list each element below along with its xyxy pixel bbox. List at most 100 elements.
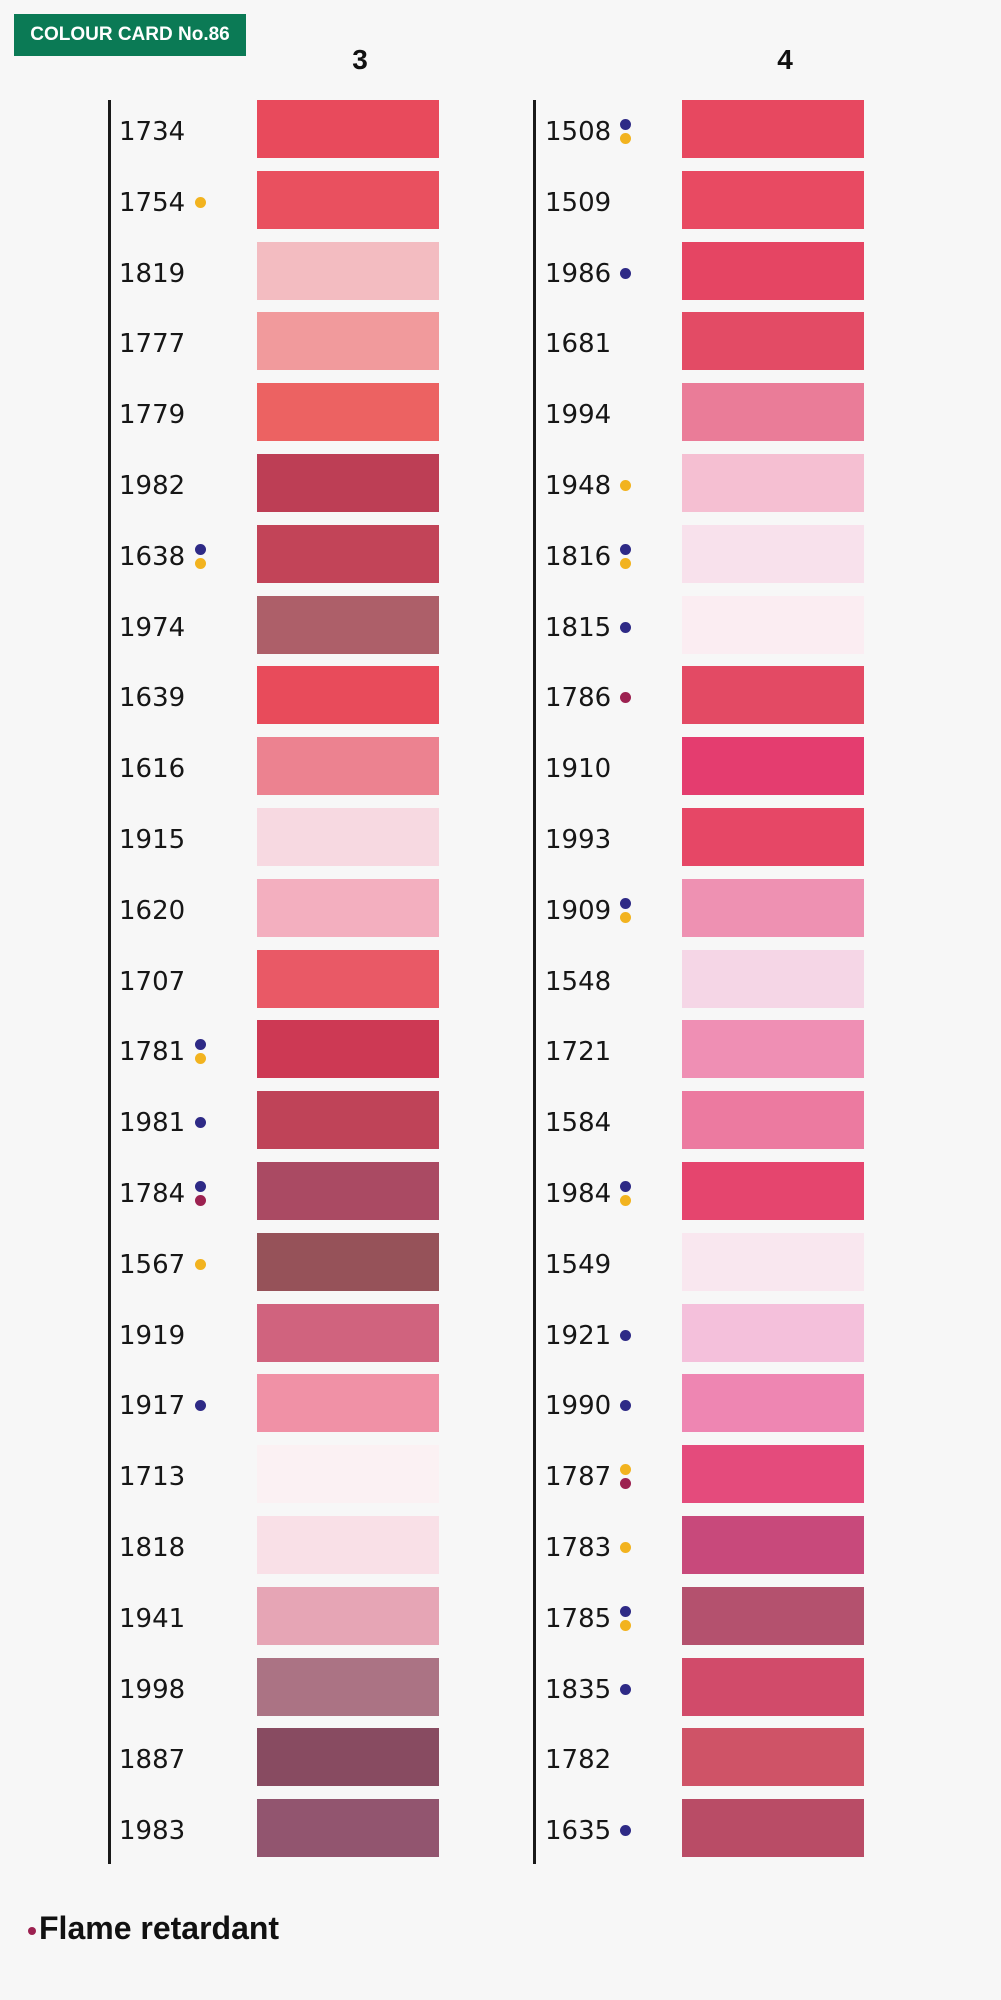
colour-swatch xyxy=(682,1232,864,1291)
colour-code: 1785 xyxy=(545,1603,612,1634)
blue-marker-icon xyxy=(195,543,206,555)
colour-code: 1734 xyxy=(119,117,186,147)
blue-marker-icon xyxy=(195,1181,206,1192)
column-3-heading: 3 xyxy=(352,44,368,75)
colour-swatch xyxy=(257,1516,439,1574)
colour-code: 1721 xyxy=(545,1037,612,1068)
colour-code: 1994 xyxy=(545,400,612,431)
column-3-rule xyxy=(108,100,111,1864)
colour-swatch xyxy=(257,1232,439,1291)
colour-swatch xyxy=(682,1586,864,1645)
red-marker-icon xyxy=(620,1478,631,1490)
colour-swatch xyxy=(682,170,864,229)
blue-marker-icon xyxy=(620,1605,631,1617)
colour-code: 1815 xyxy=(545,612,612,643)
colour-code: 1635 xyxy=(545,1816,612,1847)
colour-code: 1835 xyxy=(545,1674,612,1705)
yellow-marker-icon xyxy=(620,557,631,569)
colour-code: 1986 xyxy=(545,258,612,289)
colour-swatch xyxy=(257,1020,439,1079)
colour-swatch xyxy=(257,1657,439,1716)
colour-code: 1984 xyxy=(545,1179,612,1209)
colour-swatch xyxy=(682,878,864,937)
colour-code: 1915 xyxy=(119,825,186,855)
colour-swatch xyxy=(682,1445,864,1504)
colour-swatch xyxy=(682,1091,864,1150)
colour-code: 1784 xyxy=(119,1179,186,1209)
blue-marker-icon xyxy=(620,119,631,130)
red-marker-icon xyxy=(195,1195,206,1206)
colour-code: 1779 xyxy=(119,400,186,431)
colour-swatch xyxy=(257,1586,439,1645)
colour-code: 1917 xyxy=(119,1391,186,1422)
colour-card-badge: COLOUR CARD No.86 xyxy=(14,14,246,56)
legend-label: Flame retardant xyxy=(39,1910,280,1946)
blue-marker-icon xyxy=(195,1400,206,1412)
colour-code: 1782 xyxy=(545,1745,612,1776)
blue-marker-icon xyxy=(620,1400,631,1412)
colour-code: 1993 xyxy=(545,825,612,855)
column-4-heading: 4 xyxy=(777,44,793,75)
yellow-marker-icon xyxy=(620,1619,631,1631)
colour-swatch xyxy=(257,1374,439,1433)
colour-swatch xyxy=(257,312,439,371)
colour-code: 1638 xyxy=(119,541,186,572)
colour-swatch xyxy=(682,1516,864,1574)
blue-marker-icon xyxy=(620,897,631,909)
colour-code: 1781 xyxy=(119,1037,186,1068)
yellow-marker-icon xyxy=(620,480,631,491)
colour-code: 1921 xyxy=(545,1320,612,1351)
colour-swatch xyxy=(257,737,439,796)
colour-code: 1941 xyxy=(119,1603,186,1634)
colour-code: 1786 xyxy=(545,683,612,714)
colour-code: 1509 xyxy=(545,187,612,218)
colour-code: 1910 xyxy=(545,754,612,785)
colour-code: 1754 xyxy=(119,187,186,218)
blue-marker-icon xyxy=(620,1329,631,1341)
colour-code: 1707 xyxy=(119,966,186,997)
colour-code: 1919 xyxy=(119,1320,186,1351)
colour-swatch xyxy=(682,1374,864,1433)
yellow-marker-icon xyxy=(195,557,206,569)
colour-swatch xyxy=(682,595,864,654)
colour-swatch xyxy=(682,737,864,796)
blue-marker-icon xyxy=(620,1181,631,1192)
colour-code: 1783 xyxy=(545,1533,612,1563)
colour-code: 1508 xyxy=(545,117,612,147)
colour-swatch xyxy=(682,241,864,300)
blue-marker-icon xyxy=(620,621,631,633)
colour-code: 1909 xyxy=(545,895,612,926)
yellow-marker-icon xyxy=(620,133,631,144)
red-marker-icon xyxy=(620,692,631,704)
colour-code: 1567 xyxy=(119,1249,186,1280)
colour-code: 1982 xyxy=(119,471,186,501)
yellow-marker-icon xyxy=(620,1542,631,1553)
colour-swatch xyxy=(682,949,864,1008)
colour-code: 1819 xyxy=(119,258,186,289)
colour-code: 1948 xyxy=(545,471,612,501)
colour-swatch xyxy=(682,1657,864,1716)
blue-marker-icon xyxy=(195,1039,206,1051)
colour-swatch xyxy=(682,808,864,866)
colour-swatch xyxy=(257,383,439,442)
colour-code: 1548 xyxy=(545,966,612,997)
colour-swatch xyxy=(682,1020,864,1079)
colour-code: 1974 xyxy=(119,612,186,643)
yellow-marker-icon xyxy=(620,911,631,923)
colour-code: 1639 xyxy=(119,683,186,714)
colour-code: 1549 xyxy=(545,1249,612,1280)
colour-code: 1584 xyxy=(545,1108,612,1139)
yellow-marker-icon xyxy=(195,196,206,208)
colour-swatch xyxy=(257,1728,439,1787)
colour-swatch xyxy=(257,454,439,512)
column-4-rule xyxy=(533,100,536,1864)
yellow-marker-icon xyxy=(195,1053,206,1065)
colour-code: 1616 xyxy=(119,754,186,785)
colour-swatch xyxy=(257,1445,439,1504)
colour-swatch xyxy=(257,524,439,583)
colour-swatch xyxy=(257,949,439,1008)
colour-swatch xyxy=(682,383,864,442)
colour-code: 1818 xyxy=(119,1533,186,1563)
colour-swatch xyxy=(257,595,439,654)
colour-code: 1777 xyxy=(119,329,186,360)
